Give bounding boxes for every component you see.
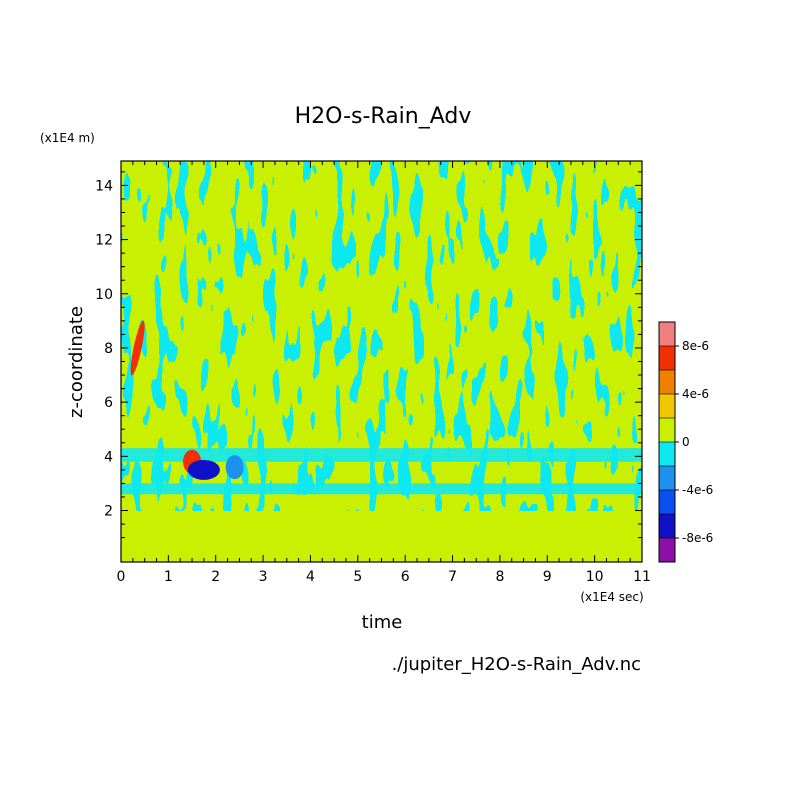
chart-title: H2O-s-Rain_Adv — [295, 104, 472, 129]
band-0 — [121, 483, 642, 495]
colorbar-label-4: 8e-6 — [682, 339, 709, 353]
feature-0 — [130, 320, 145, 376]
x-tick-label-11: 11 — [633, 569, 651, 585]
colorbar-segment-1 — [659, 514, 675, 538]
y-tick-label-8: 8 — [104, 341, 113, 357]
y-unit-label: (x1E4 m) — [40, 131, 95, 145]
x-tick-label-5: 5 — [353, 569, 362, 585]
band-1 — [121, 448, 642, 462]
colorbar-segment-5 — [659, 418, 675, 442]
y-tick-label-10: 10 — [95, 287, 113, 303]
colorbar-segment-8 — [659, 346, 675, 370]
x-tick-label-8: 8 — [495, 569, 504, 585]
colorbar-segment-7 — [659, 370, 675, 394]
x-axis-label: time — [362, 612, 403, 633]
colorbar-label-2: 0 — [682, 435, 690, 449]
source-filename: ./jupiter_H2O-s-Rain_Adv.nc — [392, 654, 641, 675]
x-tick-label-1: 1 — [164, 569, 173, 585]
colorbar-segment-3 — [659, 466, 675, 490]
x-tick-label-3: 3 — [259, 569, 268, 585]
x-tick-label-0: 0 — [117, 569, 126, 585]
x-tick-label-9: 9 — [543, 569, 552, 585]
colorbar-segment-4 — [659, 442, 675, 466]
x-tick-label-6: 6 — [401, 569, 410, 585]
colorbar-segment-6 — [659, 394, 675, 418]
y-axis: 2 4 6 8 10 12 14 — [95, 171, 642, 539]
colorbar-segment-2 — [659, 490, 675, 514]
y-tick-label-4: 4 — [104, 449, 113, 465]
colorbar-label-1: -4e-6 — [682, 483, 713, 497]
x-axis: 0 1 2 3 4 5 6 7 8 9 10 11 — [117, 161, 651, 585]
x-tick-label-2: 2 — [211, 569, 220, 585]
x-tick-label-10: 10 — [586, 569, 604, 585]
y-axis-label: z-coordinate — [66, 306, 87, 418]
plot-area — [121, 161, 642, 562]
colorbar-label-3: 4e-6 — [682, 387, 709, 401]
x-unit-label: (x1E4 sec) — [580, 590, 643, 604]
y-tick-label-2: 2 — [104, 504, 113, 520]
x-tick-label-7: 7 — [448, 569, 457, 585]
colorbar: -8e-6 -4e-6 0 4e-6 8e-6 — [658, 321, 713, 563]
x-tick-label-4: 4 — [306, 569, 315, 585]
y-tick-label-14: 14 — [95, 178, 113, 194]
colorbar-segment-0 — [659, 538, 675, 562]
y-tick-label-6: 6 — [104, 395, 113, 411]
feature-3 — [225, 455, 244, 480]
y-tick-label-12: 12 — [95, 233, 113, 249]
colorbar-segment-9 — [659, 322, 675, 346]
colorbar-label-0: -8e-6 — [682, 531, 713, 545]
feature-2 — [187, 459, 220, 480]
